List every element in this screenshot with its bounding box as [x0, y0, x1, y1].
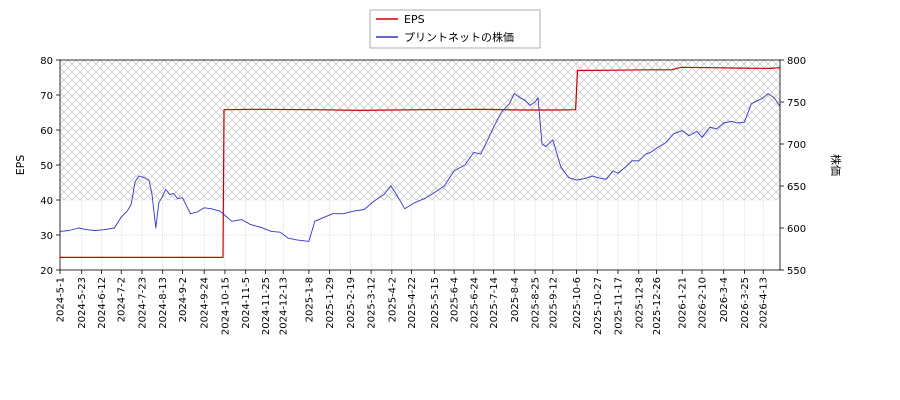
x-tick-label: 2026-4-13 [759, 277, 770, 329]
x-tick-label: 2024-5-1 [56, 277, 67, 322]
left-tick-label: 70 [40, 91, 53, 102]
x-tick-label: 2026-3-25 [740, 277, 751, 329]
legend-entry-price: プリントネットの株価 [404, 30, 514, 44]
x-tick-label: 2026-3-4 [719, 277, 730, 322]
x-tick-label: 2025-4-2 [387, 277, 398, 322]
right-tick-label: 700 [787, 140, 806, 151]
left-tick-label: 20 [40, 266, 53, 277]
series-line-eps [60, 66, 780, 258]
x-tick-label: 2024-8-13 [158, 277, 169, 329]
x-tick-label: 2024-5-23 [77, 277, 88, 329]
x-tick-label: 2025-1-29 [325, 277, 336, 329]
legend: EPS プリントネットの株価 [369, 9, 541, 49]
x-tick-label: 2025-2-19 [346, 277, 357, 329]
x-tick-label: 2025-1-8 [304, 277, 315, 322]
x-tick-label: 2026-1-21 [678, 277, 689, 329]
left-axis: 20 30 40 50 60 70 80 [40, 56, 60, 277]
x-tick-label: 2024-11-5 [241, 277, 252, 329]
left-tick-label: 60 [40, 126, 53, 137]
x-tick-label: 2025-8-25 [531, 277, 542, 329]
right-tick-label: 650 [787, 182, 806, 193]
x-tick-label: 2024-9-2 [178, 277, 189, 322]
x-tick-label: 2025-3-12 [367, 277, 378, 329]
x-tick-label: 2024-11-25 [261, 277, 272, 335]
x-tick-label: 2024-7-2 [117, 277, 128, 322]
x-tick-label: 2025-4-22 [407, 277, 418, 329]
x-tick-label: 2025-8-4 [510, 277, 521, 322]
x-tick-label: 2025-10-27 [593, 277, 604, 335]
x-tick-label: 2025-12-8 [634, 277, 645, 329]
right-tick-label: 550 [787, 266, 806, 277]
series-layer [60, 66, 780, 258]
x-tick-label: 2025-6-24 [469, 277, 480, 329]
left-tick-label: 50 [40, 161, 53, 172]
x-tick-label: 2025-11-17 [614, 277, 625, 335]
x-tick-label: 2024-12-13 [279, 277, 290, 335]
right-tick-label: 800 [787, 56, 806, 67]
x-axis: 2024-5-1 2024-5-23 2024-6-12 2024-7-2 2024-7… [56, 270, 770, 335]
series-line-price [60, 93, 780, 242]
right-axis: 550 600 650 700 750 800 [780, 56, 806, 277]
left-tick-label: 30 [40, 231, 53, 242]
left-tick-label: 40 [40, 196, 53, 207]
x-tick-label: 2024-6-12 [97, 277, 108, 329]
x-tick-label: 2025-6-4 [450, 277, 461, 322]
x-tick-label: 2024-10-15 [220, 277, 231, 335]
right-tick-label: 750 [787, 98, 806, 109]
x-tick-label: 2025-9-12 [548, 277, 559, 329]
legend-entry-eps: EPS [404, 13, 425, 26]
plot-area [59, 59, 781, 271]
x-tick-label: 2024-9-24 [200, 277, 211, 329]
x-tick-label: 2024-7-23 [137, 277, 148, 329]
right-tick-label: 600 [787, 224, 806, 235]
x-tick-label: 2025-7-14 [489, 277, 500, 329]
x-tick-label: 2025-12-26 [652, 277, 663, 335]
x-tick-label: 2025-10-6 [572, 277, 583, 329]
x-tick-label: 2025-5-15 [430, 277, 441, 329]
legend-frame [369, 9, 541, 49]
x-tick-label: 2026-2-10 [697, 277, 708, 329]
right-axis-label: 株価 [829, 154, 843, 176]
left-axis-label: EPS [14, 155, 27, 176]
left-tick-label: 80 [40, 56, 53, 67]
